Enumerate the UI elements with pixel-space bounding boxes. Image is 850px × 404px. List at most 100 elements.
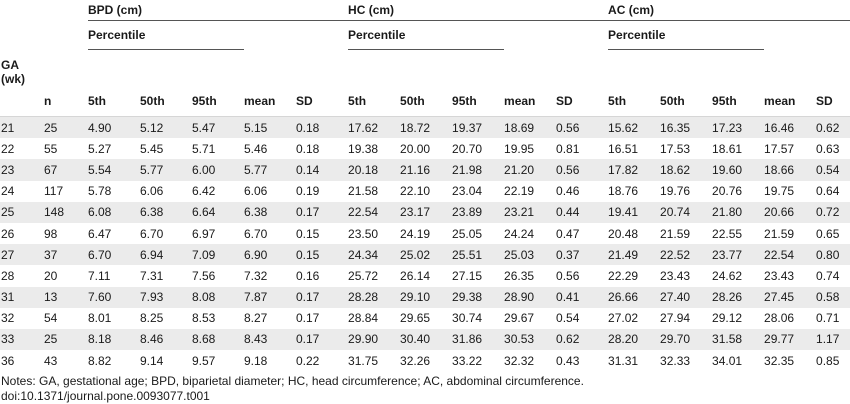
table-cell: 32.32 [504, 353, 535, 368]
table-cell: 22.10 [400, 184, 431, 199]
table-cell: 21.80 [712, 201, 765, 223]
col-header-ga-line1: GA [1, 57, 19, 72]
table-cell: 25.03 [504, 244, 557, 266]
col-header-hc-sd: SD [556, 49, 609, 117]
table-cell: 6.08 [88, 201, 140, 223]
table-cell: 23.50 [348, 226, 379, 241]
table-cell: 36 [1, 353, 15, 368]
table-cell: 0.19 [296, 184, 320, 199]
col-header-ac-mean: mean [764, 49, 817, 117]
table-cell: 0.17 [296, 201, 349, 223]
table-cell: 19.41 [608, 201, 661, 223]
table-cell: 0.41 [556, 286, 609, 308]
table-cell: 6.90 [244, 244, 296, 266]
table-cell: 23.77 [712, 244, 765, 266]
table-cell: 27.94 [660, 311, 691, 326]
table-cell: 31 [0, 286, 44, 308]
table-cell: 67 [44, 159, 88, 181]
table-cell: 31.58 [712, 328, 765, 351]
group-header-ac: AC (cm) [608, 0, 850, 21]
group-header-hc: HC (cm) [348, 0, 609, 21]
table-cell: 16.46 [764, 116, 817, 139]
table-cell: 0.17 [296, 286, 349, 308]
table-cell: 29.65 [400, 311, 431, 326]
table-cell: 0.17 [296, 311, 320, 326]
table-cell: 8.46 [140, 328, 192, 351]
table-cell: 31.75 [348, 353, 379, 368]
percentile-header-ac: Percentile [608, 20, 765, 50]
table-body: 21 25 4.90 5.12 5.47 5.15 0.18 17.62 18.72 19.37 1… [0, 116, 850, 372]
table-cell: 22.29 [608, 268, 639, 283]
table-cell: 7.60 [88, 286, 140, 308]
table-cell: 6.70 [244, 226, 268, 241]
table-cell: 19.76 [660, 184, 691, 199]
table-row: 32 54 8.01 8.25 8.53 8.27 0.17 28.84 29.65 30.74 2… [0, 308, 850, 329]
table-cell: 25 [44, 328, 88, 351]
table-cell: 148 [44, 201, 88, 223]
table-cell: 117 [44, 184, 64, 199]
table-cell: 32.26 [400, 353, 431, 368]
table-cell: 20.18 [348, 159, 401, 181]
table-cell: 30.74 [452, 311, 483, 326]
table-cell: 0.62 [816, 116, 850, 139]
table-row: 24 117 5.78 6.06 6.42 6.06 0.19 21.58 22.10 23.04… [0, 181, 850, 202]
table-cell: 19.60 [712, 159, 765, 181]
table-cell: 25.05 [452, 226, 483, 241]
table-row: 22 55 5.27 5.45 5.71 5.46 0.18 19.38 20.00 20.70 1… [0, 138, 850, 159]
table-cell: 23 [0, 159, 44, 181]
table-cell: 28.28 [348, 286, 401, 308]
table-cell: 37 [44, 244, 88, 266]
col-header-hc-5th: 5th [348, 49, 401, 117]
table-cell: 6.97 [192, 226, 216, 241]
table-cell: 21.20 [504, 159, 557, 181]
table-cell: 0.81 [556, 141, 580, 156]
col-header-ga-line2: (wk) [1, 71, 25, 86]
table-cell: 23.17 [400, 201, 453, 223]
table-cell: 0.72 [816, 201, 850, 223]
table-cell: 5.77 [244, 159, 296, 181]
percentile-header-row: Percentile Percentile Percentile [0, 20, 850, 50]
table-cell: 28.26 [712, 286, 765, 308]
table-cell: 21 [0, 116, 44, 139]
table-cell: 6.70 [88, 244, 140, 266]
table-cell: 22.54 [348, 201, 401, 223]
table-cell: 17.62 [348, 116, 401, 139]
table-cell: 0.65 [816, 226, 840, 241]
group-header-row: BPD (cm) HC (cm) AC (cm) [0, 0, 850, 21]
table-cell: 7.93 [140, 286, 192, 308]
table-cell: 8.68 [192, 328, 244, 351]
table-cell: 6.47 [88, 226, 112, 241]
table-cell: 6.38 [140, 201, 192, 223]
table-cell: 16.35 [660, 116, 713, 139]
table-cell: 32 [1, 311, 15, 326]
table-cell: 0.74 [816, 268, 840, 283]
table-cell: 6.70 [140, 226, 164, 241]
col-header-bpd-sd: SD [296, 49, 349, 117]
table-cell: 20.74 [660, 201, 713, 223]
table-cell: 6.06 [140, 184, 164, 199]
table-cell: 28.06 [764, 311, 795, 326]
table-cell: 8.01 [88, 311, 112, 326]
table-cell: 16.51 [608, 141, 639, 156]
table-cell: 26 [1, 226, 15, 241]
table-cell: 8.82 [88, 353, 112, 368]
table-cell: 20.76 [712, 184, 743, 199]
table-cell: 43 [44, 353, 58, 368]
table-cell: 34.01 [712, 353, 743, 368]
table-cell: 29.90 [348, 328, 401, 351]
table-cell: 17.53 [660, 141, 691, 156]
table-cell: 5.45 [140, 141, 164, 156]
table-cell: 0.14 [296, 159, 349, 181]
table-cell: 0.85 [816, 353, 840, 368]
table-cell: 0.17 [296, 328, 349, 351]
table-cell: 28.90 [504, 286, 557, 308]
notes-text: Notes: GA, gestational age; BPD, biparie… [1, 374, 584, 388]
table-cell: 9.14 [140, 353, 164, 368]
table-row: 28 20 7.11 7.31 7.56 7.32 0.16 25.72 26.14 27.15 2… [0, 265, 850, 286]
table-cell: 0.43 [556, 353, 580, 368]
table-cell: 23.43 [764, 268, 795, 283]
table-cell: 8.43 [244, 328, 296, 351]
table-cell: 24.34 [348, 244, 401, 266]
col-header-bpd-95th: 95th [192, 49, 244, 117]
table-cell: 0.16 [296, 268, 320, 283]
